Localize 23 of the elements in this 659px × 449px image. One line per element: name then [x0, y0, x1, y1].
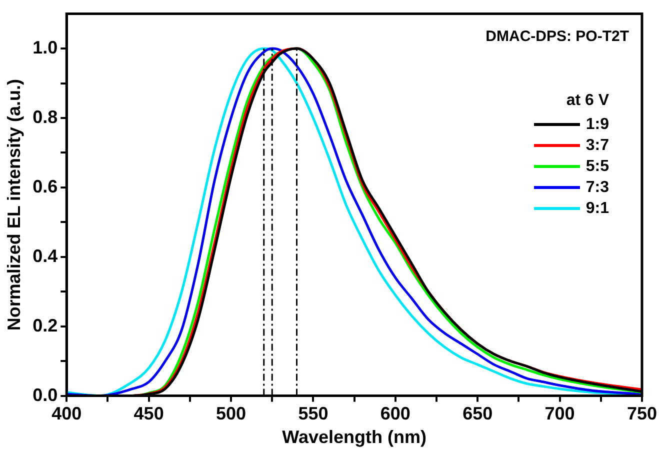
x-axis-title: Wavelength (nm): [282, 427, 426, 448]
y-axis-title: Normalized EL intensity (a.u.): [4, 78, 24, 331]
x-tick-label: 650: [462, 404, 493, 424]
x-tick-label: 550: [298, 404, 328, 424]
x-tick-label: 600: [380, 404, 410, 424]
y-tick-label: 0.2: [32, 315, 58, 336]
legend-label: 5:5: [586, 158, 609, 176]
y-tick-label: 1.0: [32, 37, 58, 58]
y-tick-label: 0.0: [32, 384, 58, 405]
legend-label: 9:1: [586, 200, 609, 218]
legend-title: at 6 V: [565, 92, 609, 110]
x-tick-label: 700: [544, 404, 575, 424]
annotation: DMAC-DPS: PO-T2T: [486, 28, 629, 45]
x-tick-label: 400: [52, 404, 82, 424]
x-tick-label: 750: [626, 404, 658, 424]
legend-label: 7:3: [586, 178, 609, 196]
legend-label: 3:7: [586, 136, 609, 154]
y-tick-label: 0.6: [32, 176, 58, 196]
y-tick-label: 0.4: [32, 246, 58, 266]
y-tick-label: 0.8: [32, 106, 58, 127]
legend-label: 1:9: [586, 116, 609, 134]
x-tick-label: 450: [134, 404, 164, 424]
x-tick-label: 500: [216, 404, 246, 424]
